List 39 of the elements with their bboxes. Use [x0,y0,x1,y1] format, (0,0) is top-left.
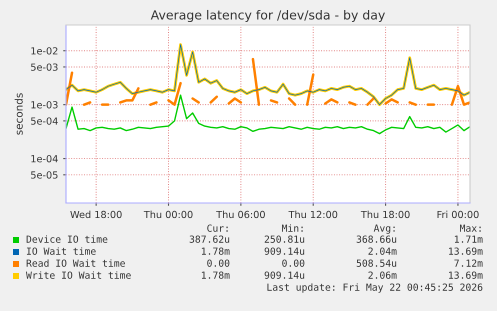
text: 0.00 [282,259,304,267]
x-tick-label: Thu 00:00 [144,210,193,218]
text: 1.78m [202,247,230,255]
text: 909.14u [264,271,304,279]
x-tick-label: Thu 12:00 [288,210,338,218]
text: 508.54u [356,259,396,267]
text: 0.00 [207,259,230,267]
y-tick-label: 5e-03 [31,63,58,71]
y-tick-label: 5e-05 [31,171,58,179]
text: 250.81u [264,235,304,243]
text: 368.66u [356,235,396,243]
text: Max: [460,224,481,232]
legend-label: Device IO time [26,235,108,243]
text: 387.62u [190,235,230,243]
x-tick-label: Fri 00:00 [438,210,479,218]
text: 1.71m [454,236,483,243]
text: 7.12m [454,259,483,267]
text: Last update: Fri May 22 00:45:25 2026 [267,283,482,293]
text: 13.69m [449,247,483,255]
legend-label: Read IO Wait time [26,259,125,267]
text: Min: [282,224,303,232]
y-tick-label: 1e-04 [31,155,58,162]
y-tick-label: 1e-02 [31,47,58,55]
text: 909.14u [264,247,304,255]
y-tick-label: 5e-04 [31,117,58,125]
y-tick-label: 1e-03 [31,101,58,108]
x-tick-label: Wed 18:00 [70,210,122,218]
text: 2.04m [368,247,397,255]
y-axis-title: seconds [14,93,23,135]
text: Cur: [207,224,228,232]
text: Avg: [374,224,395,234]
x-tick-label: Thu 06:00 [216,210,265,218]
chart-title: Average latency for /dev/sda - by day [150,10,385,22]
text: 1.78m [202,271,230,279]
x-tick-label: Thu 18:00 [360,210,410,218]
legend-label: Write IO Wait time [26,271,131,279]
text: 2.06m [368,271,397,279]
text: 13.69m [449,271,483,279]
legend-label: IO Wait time [26,247,96,255]
